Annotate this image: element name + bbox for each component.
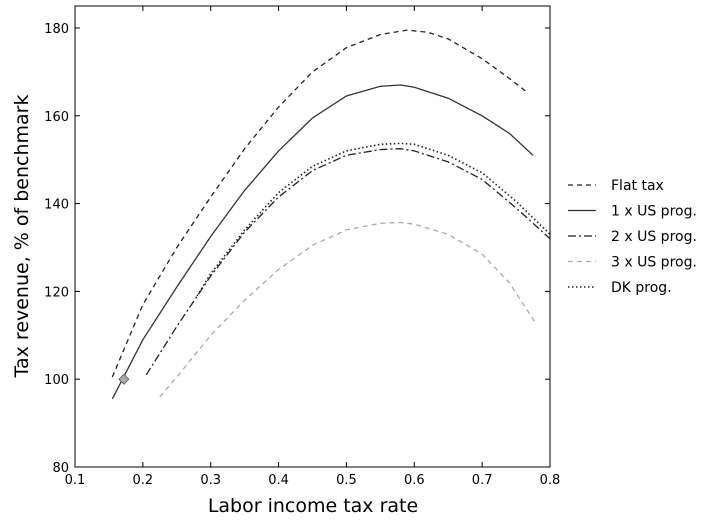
series-line-1	[111, 29, 527, 378]
series-line-4	[159, 221, 537, 398]
marker-diamond-1	[118, 373, 130, 385]
y-tick-label: 140	[44, 198, 69, 213]
series-line-2	[111, 84, 534, 400]
legend-label-1: Flat tax	[611, 178, 664, 194]
plot-area	[74, 5, 551, 468]
series-lines	[111, 29, 551, 400]
y-axis-ticks: 80 100 120 140 160 180	[44, 22, 550, 476]
y-tick-label: 160	[44, 110, 69, 125]
x-tick-label: 0.1	[65, 473, 86, 488]
y-axis-label: Tax revenue, % of benchmark	[11, 95, 33, 379]
series-line-5	[196, 142, 551, 297]
legend-label-3: 2 x US prog.	[611, 229, 697, 245]
x-tick-label: 0.8	[540, 473, 561, 488]
plot-frame	[74, 5, 551, 468]
legend-label-5: DK prog.	[611, 280, 672, 296]
x-tick-label: 0.6	[404, 473, 425, 488]
legend-label-4: 3 x US prog.	[611, 255, 697, 271]
legend: Flat tax 1 x US prog. 2 x US prog. 3 x US p…	[568, 178, 697, 296]
markers	[118, 373, 130, 385]
x-tick-label: 0.2	[133, 473, 154, 488]
legend-label-2: 1 x US prog.	[611, 204, 697, 220]
x-tick-label: 0.3	[200, 473, 221, 488]
x-tick-label: 0.7	[472, 473, 493, 488]
y-tick-label: 80	[52, 461, 69, 476]
y-tick-label: 180	[44, 22, 69, 37]
x-axis-ticks: 0.1 0.2 0.3 0.4 0.5 0.6 0.7 0.8	[65, 6, 561, 488]
y-tick-label: 100	[44, 373, 69, 388]
series-line-3	[145, 148, 551, 376]
y-tick-label: 120	[44, 285, 69, 300]
x-axis-label: Labor income tax rate	[208, 495, 418, 517]
x-tick-label: 0.4	[268, 473, 289, 488]
x-tick-label: 0.5	[336, 473, 357, 488]
